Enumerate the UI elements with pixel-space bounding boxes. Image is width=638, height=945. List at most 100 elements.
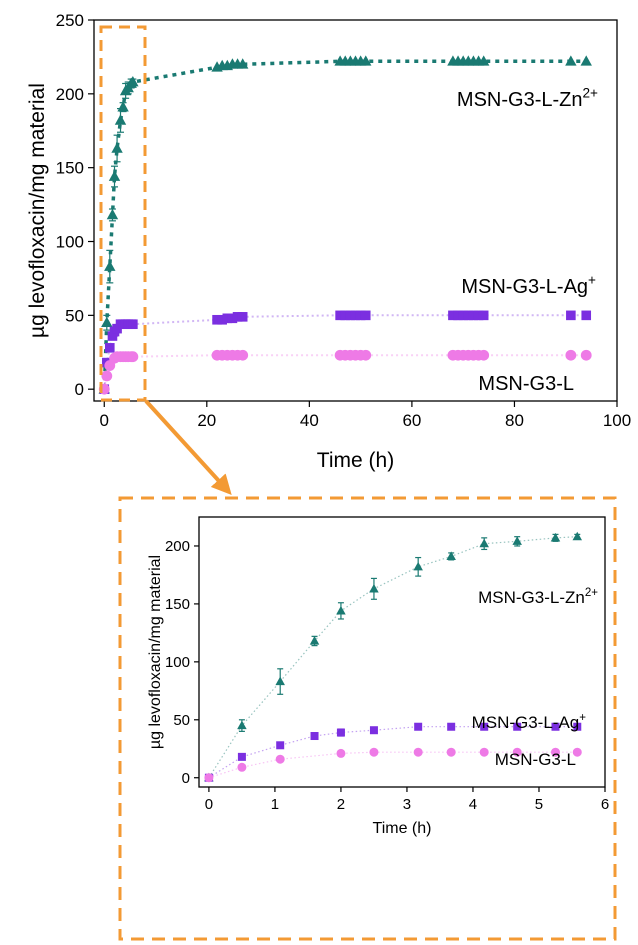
data-point xyxy=(565,55,577,66)
y-tick-label: 50 xyxy=(65,306,84,325)
data-point xyxy=(345,310,356,321)
y-tick-label: 250 xyxy=(56,11,84,30)
data-point xyxy=(478,349,490,361)
series-label-name: MSN-G3-L-Ag xyxy=(472,713,580,732)
series-label-superscript: + xyxy=(588,273,596,288)
data-point xyxy=(512,747,522,757)
x-tick-label: 0 xyxy=(100,411,109,430)
data-point xyxy=(128,319,138,330)
data-point xyxy=(227,313,238,324)
data-point xyxy=(551,722,560,731)
data-point xyxy=(513,722,522,731)
data-point xyxy=(447,722,456,731)
series-label: MSN-G3-L-Ag+ xyxy=(472,712,587,732)
data-point xyxy=(237,720,247,730)
x-tick-label: 0 xyxy=(205,796,213,813)
data-point xyxy=(453,310,463,321)
x-axis-title: Time (h) xyxy=(373,820,432,837)
plot-frame xyxy=(93,19,618,402)
data-point xyxy=(237,752,246,761)
series-label: MSN-G3-L-Ag+ xyxy=(461,273,596,298)
series-circle xyxy=(204,747,582,783)
y-tick-label: 50 xyxy=(173,712,190,729)
y-tick-label: 200 xyxy=(56,85,84,104)
series-label-name: MSN-G3-L-Zn xyxy=(478,588,585,607)
series-label-superscript: 2+ xyxy=(585,587,598,599)
data-point xyxy=(550,532,561,542)
series-label-name: MSN-G3-L-Ag xyxy=(461,276,588,298)
data-point xyxy=(275,754,285,764)
data-point xyxy=(310,732,319,741)
data-point xyxy=(566,310,576,321)
y-tick-label: 0 xyxy=(182,770,190,787)
data-point xyxy=(463,310,474,321)
data-point xyxy=(350,310,361,321)
y-tick-label: 150 xyxy=(56,159,84,178)
x-tick-label: 100 xyxy=(603,411,631,430)
series-line xyxy=(208,536,578,779)
y-tick-label: 100 xyxy=(56,232,84,251)
data-point xyxy=(108,170,121,181)
data-point xyxy=(101,370,113,382)
series-line xyxy=(208,726,578,779)
series-label: MSN-G3-L xyxy=(495,750,576,769)
data-point xyxy=(111,142,123,153)
data-point xyxy=(360,310,371,321)
data-point xyxy=(413,561,423,571)
data-point xyxy=(479,747,489,757)
data-point xyxy=(512,536,522,545)
x-tick-label: 60 xyxy=(402,411,421,430)
zoom-highlight xyxy=(99,25,617,941)
data-point xyxy=(550,747,560,757)
data-point xyxy=(127,351,139,363)
series-label-superscript: 2+ xyxy=(583,86,599,101)
data-point xyxy=(477,55,490,66)
data-point xyxy=(573,722,582,731)
data-point xyxy=(114,114,127,125)
zoom-arrow xyxy=(144,399,232,495)
data-point xyxy=(572,747,582,757)
x-tick-label: 6 xyxy=(601,796,609,813)
data-point xyxy=(275,676,285,686)
series-label-name: MSN-G3-L-Zn xyxy=(457,89,583,111)
data-point xyxy=(581,310,592,321)
data-point xyxy=(276,741,285,750)
data-point xyxy=(360,349,372,361)
x-tick-label: 5 xyxy=(535,796,543,813)
data-point xyxy=(232,312,243,322)
data-point xyxy=(212,314,222,325)
series-label: MSN-G3-L-Zn2+ xyxy=(478,587,598,607)
data-point xyxy=(101,316,113,328)
data-point xyxy=(236,58,249,69)
series-square xyxy=(99,310,592,394)
data-point xyxy=(448,310,458,321)
data-point xyxy=(336,748,346,758)
data-point xyxy=(127,76,139,87)
y-tick-label: 0 xyxy=(75,380,84,399)
x-tick-label: 80 xyxy=(505,411,524,430)
plot-frame xyxy=(198,516,606,788)
inset-chart: 0 1 2 3 4 5 6 0 50 100 150 200 Time (h) µg levofloxac… xyxy=(147,516,609,837)
data-point xyxy=(369,747,379,757)
x-axis-title: Time (h) xyxy=(317,449,394,472)
data-point xyxy=(580,55,592,66)
data-point xyxy=(446,551,456,560)
data-point xyxy=(204,773,214,783)
main-chart: 0 20 40 60 80 100 0 50 100 150 200 250 Time (h) µg le… xyxy=(26,11,631,472)
series-label-superscript: + xyxy=(579,712,586,724)
data-point xyxy=(446,747,456,757)
data-point xyxy=(413,747,423,757)
series-label: MSN-G3-L-Zn2+ xyxy=(457,86,598,111)
data-point xyxy=(565,349,577,361)
data-point xyxy=(237,762,247,772)
data-point xyxy=(479,538,489,548)
y-tick-label: 150 xyxy=(165,596,190,613)
zoom-region-box xyxy=(99,25,147,402)
data-point xyxy=(480,722,489,731)
data-point xyxy=(414,722,423,731)
series-label-name: MSN-G3-L xyxy=(495,750,576,769)
data-point xyxy=(580,349,592,361)
data-point xyxy=(369,583,379,593)
x-tick-label: 4 xyxy=(469,796,477,813)
data-point xyxy=(106,208,119,220)
